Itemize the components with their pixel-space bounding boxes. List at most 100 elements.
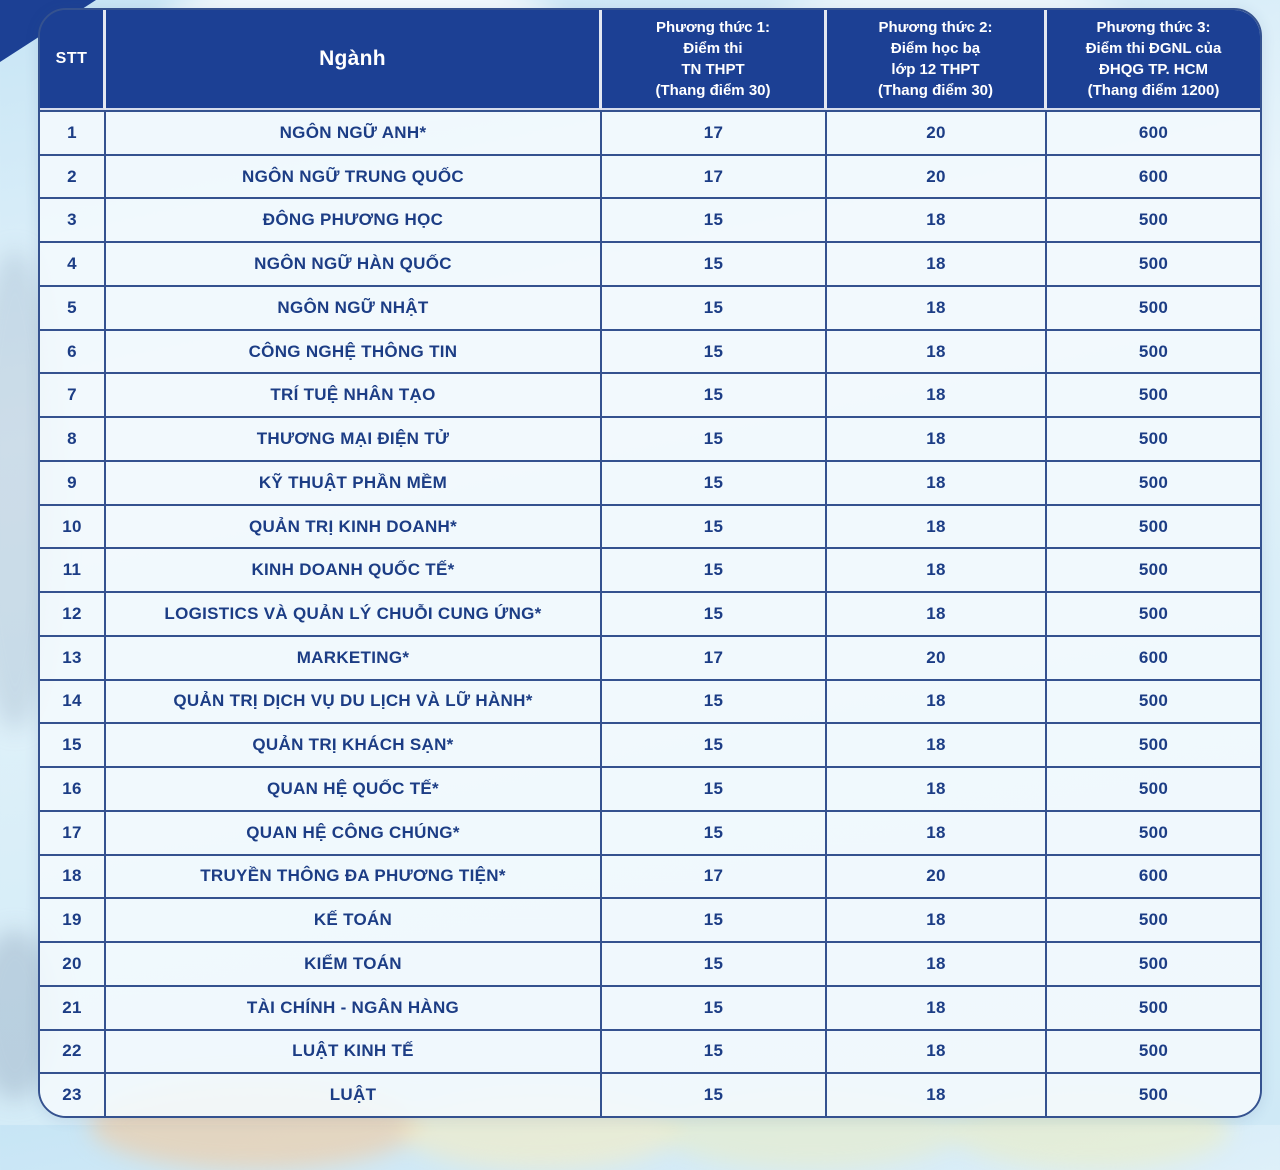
header-cell-method3: Phương thức 3: Điểm thi ĐGNL của ĐHQG TP…: [1047, 10, 1260, 110]
method1-score-cell: 15: [602, 372, 827, 417]
row-number-cell: 10: [40, 503, 106, 548]
row-number-cell: 15: [40, 722, 106, 767]
method2-score-cell: 18: [827, 416, 1047, 460]
major-name-cell: LUẬT KINH TẾ: [106, 1028, 602, 1073]
method3-score-cell: 500: [1047, 1072, 1260, 1116]
major-name-cell: QUAN HỆ QUỐC TẾ*: [106, 766, 602, 810]
method2-score-cell: 18: [827, 809, 1047, 854]
header-cell-stt: STT: [40, 10, 106, 110]
method3-score-cell: 500: [1047, 241, 1260, 285]
method2-score-cell: 18: [827, 897, 1047, 942]
method2-score-cell: 18: [827, 459, 1047, 504]
method1-score-cell: 15: [602, 241, 827, 285]
method1-score-cell: 17: [602, 634, 827, 679]
method1-score-cell: 15: [602, 941, 827, 985]
method3-score-cell: 600: [1047, 853, 1260, 898]
row-number-cell: 3: [40, 197, 106, 242]
major-name-cell: TRÍ TUỆ NHÂN TẠO: [106, 372, 602, 417]
method1-score-cell: 15: [602, 328, 827, 373]
method2-score-cell: 18: [827, 284, 1047, 329]
row-number-cell: 6: [40, 328, 106, 373]
major-name-cell: CÔNG NGHỆ THÔNG TIN: [106, 328, 602, 373]
row-number-cell: 18: [40, 853, 106, 898]
method1-score-cell: 15: [602, 459, 827, 504]
row-number-cell: 1: [40, 110, 106, 154]
method2-score-cell: 18: [827, 591, 1047, 635]
major-name-cell: ĐÔNG PHƯƠNG HỌC: [106, 197, 602, 242]
method1-score-cell: 15: [602, 722, 827, 767]
method2-score-cell: 18: [827, 984, 1047, 1029]
major-name-cell: LUẬT: [106, 1072, 602, 1116]
method3-score-cell: 500: [1047, 809, 1260, 854]
method2-score-cell: 18: [827, 1028, 1047, 1073]
major-name-cell: NGÔN NGỮ HÀN QUỐC: [106, 241, 602, 285]
method1-score-cell: 15: [602, 416, 827, 460]
method2-score-cell: 18: [827, 241, 1047, 285]
method3-score-cell: 500: [1047, 984, 1260, 1029]
method1-score-cell: 15: [602, 897, 827, 942]
method2-score-cell: 18: [827, 766, 1047, 810]
method1-score-cell: 15: [602, 984, 827, 1029]
method2-score-cell: 18: [827, 678, 1047, 723]
method2-score-cell: 20: [827, 153, 1047, 198]
method3-score-cell: 500: [1047, 897, 1260, 942]
method3-score-cell: 500: [1047, 547, 1260, 592]
header-cell-method2: Phương thức 2: Điểm học bạ lớp 12 THPT (…: [827, 10, 1047, 110]
method3-score-cell: 500: [1047, 591, 1260, 635]
method3-score-cell: 500: [1047, 416, 1260, 460]
method3-score-cell: 500: [1047, 678, 1260, 723]
method1-score-cell: 15: [602, 766, 827, 810]
method3-score-cell: 500: [1047, 328, 1260, 373]
major-name-cell: NGÔN NGỮ TRUNG QUỐC: [106, 153, 602, 198]
method3-score-cell: 500: [1047, 503, 1260, 548]
method3-score-cell: 500: [1047, 284, 1260, 329]
major-name-cell: NGÔN NGỮ NHẬT: [106, 284, 602, 329]
method3-score-cell: 500: [1047, 766, 1260, 810]
method1-score-cell: 15: [602, 809, 827, 854]
method1-score-cell: 15: [602, 678, 827, 723]
method2-score-cell: 20: [827, 634, 1047, 679]
row-number-cell: 14: [40, 678, 106, 723]
major-name-cell: TRUYỀN THÔNG ĐA PHƯƠNG TIỆN*: [106, 853, 602, 898]
major-name-cell: THƯƠNG MẠI ĐIỆN TỬ: [106, 416, 602, 460]
method1-score-cell: 15: [602, 503, 827, 548]
method3-score-cell: 600: [1047, 153, 1260, 198]
row-number-cell: 16: [40, 766, 106, 810]
method3-score-cell: 600: [1047, 634, 1260, 679]
major-name-cell: KINH DOANH QUỐC TẾ*: [106, 547, 602, 592]
method1-score-cell: 15: [602, 547, 827, 592]
major-name-cell: QUẢN TRỊ DỊCH VỤ DU LỊCH VÀ LỮ HÀNH*: [106, 678, 602, 723]
major-name-cell: QUẢN TRỊ KINH DOANH*: [106, 503, 602, 548]
method1-score-cell: 15: [602, 591, 827, 635]
row-number-cell: 8: [40, 416, 106, 460]
header-cell-major: Ngành: [106, 10, 602, 110]
method1-score-cell: 15: [602, 1028, 827, 1073]
row-number-cell: 12: [40, 591, 106, 635]
method1-score-cell: 15: [602, 284, 827, 329]
row-number-cell: 5: [40, 284, 106, 329]
major-name-cell: LOGISTICS VÀ QUẢN LÝ CHUỖI CUNG ỨNG*: [106, 591, 602, 635]
row-number-cell: 7: [40, 372, 106, 417]
major-name-cell: MARKETING*: [106, 634, 602, 679]
row-number-cell: 13: [40, 634, 106, 679]
row-number-cell: 19: [40, 897, 106, 942]
method3-score-cell: 600: [1047, 110, 1260, 154]
row-number-cell: 20: [40, 941, 106, 985]
method1-score-cell: 15: [602, 197, 827, 242]
method2-score-cell: 18: [827, 503, 1047, 548]
method2-score-cell: 18: [827, 722, 1047, 767]
row-number-cell: 21: [40, 984, 106, 1029]
method2-score-cell: 18: [827, 941, 1047, 985]
admission-score-table: STT Ngành Phương thức 1: Điểm thi TN THP…: [38, 8, 1262, 1118]
major-name-cell: KẾ TOÁN: [106, 897, 602, 942]
method3-score-cell: 500: [1047, 372, 1260, 417]
major-name-cell: KIỂM TOÁN: [106, 941, 602, 985]
row-number-cell: 23: [40, 1072, 106, 1116]
method3-score-cell: 500: [1047, 1028, 1260, 1073]
row-number-cell: 2: [40, 153, 106, 198]
major-name-cell: KỸ THUẬT PHẦN MỀM: [106, 459, 602, 504]
method3-score-cell: 500: [1047, 459, 1260, 504]
header-cell-method1: Phương thức 1: Điểm thi TN THPT (Thang đ…: [602, 10, 827, 110]
major-name-cell: TÀI CHÍNH - NGÂN HÀNG: [106, 984, 602, 1029]
major-name-cell: NGÔN NGỮ ANH*: [106, 110, 602, 154]
